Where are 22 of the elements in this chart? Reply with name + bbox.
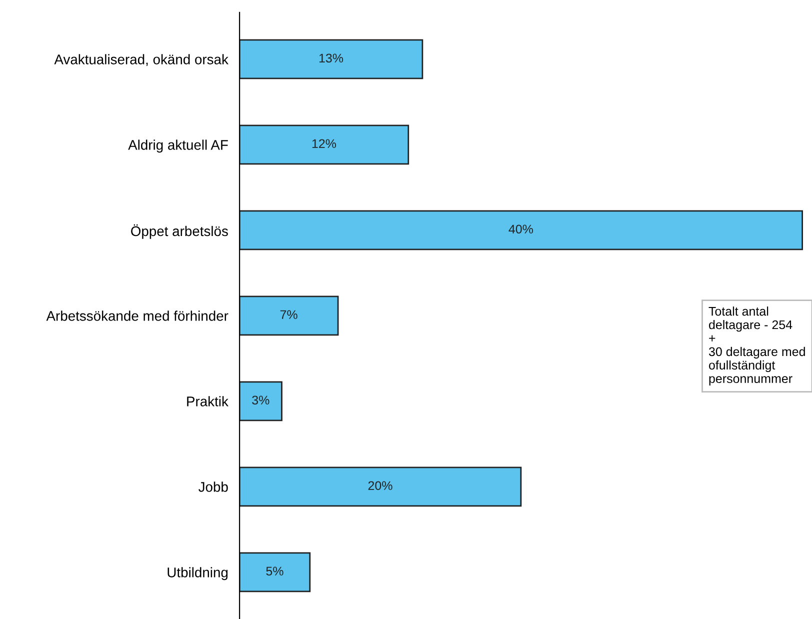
y-tick-label: Utbildning	[168, 567, 228, 580]
bar	[240, 381, 282, 422]
data-label: 20%	[368, 481, 392, 490]
y-tick-label: Jobb	[198, 482, 228, 492]
bar	[240, 296, 339, 336]
y-tick-label: Arbetssökande med förhinder	[46, 310, 228, 321]
y-tick-label: Avaktualiserad, okänd orsak	[54, 54, 228, 66]
y-tick-label: Aldrig aktuell AF	[128, 140, 228, 153]
bar	[240, 210, 804, 250]
data-label: 7%	[280, 310, 298, 319]
annotation: Totalt antal deltagare - 254 + 30 deltagare med ofullständigt personnummer	[708, 306, 805, 386]
data-label: 12%	[312, 139, 336, 148]
data-label: 13%	[319, 54, 344, 63]
bar	[240, 552, 311, 592]
data-label: 5%	[266, 566, 284, 576]
y-tick-label: Öppet arbetslös	[131, 224, 228, 239]
bar	[240, 466, 522, 507]
bar	[240, 39, 424, 80]
data-label: 40%	[508, 224, 533, 234]
bar	[240, 124, 410, 165]
y-tick-label: Praktik	[187, 396, 228, 406]
data-label: 3%	[252, 396, 270, 405]
